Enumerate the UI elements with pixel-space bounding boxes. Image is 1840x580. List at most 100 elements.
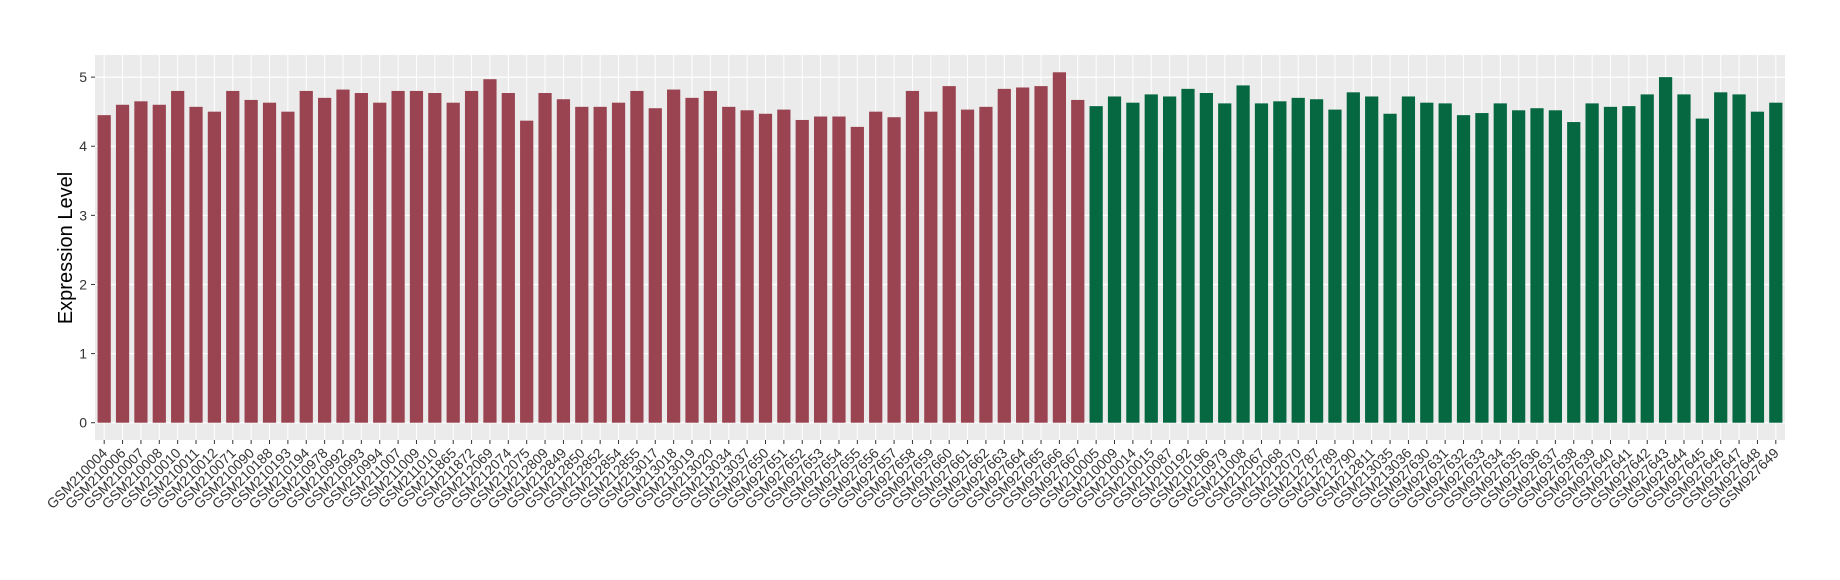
- bar: [354, 93, 368, 423]
- bar: [1493, 103, 1507, 423]
- bar: [1585, 103, 1599, 423]
- bar: [373, 102, 387, 423]
- bar: [1052, 72, 1067, 423]
- bar: [832, 116, 846, 423]
- bar: [1273, 101, 1287, 423]
- bar: [1677, 94, 1691, 423]
- bar: [189, 106, 203, 423]
- bar: [869, 111, 883, 423]
- bar: [1438, 103, 1452, 423]
- bar: [795, 119, 809, 423]
- bar: [1383, 113, 1397, 423]
- bar: [520, 120, 534, 423]
- y-tick-label: 3: [79, 207, 87, 223]
- bar: [575, 106, 589, 423]
- bar: [1254, 103, 1269, 423]
- bar: [942, 86, 956, 423]
- bar: [887, 117, 901, 423]
- bar: [1328, 109, 1342, 423]
- y-tick-label: 2: [79, 276, 87, 292]
- bar: [648, 108, 662, 423]
- bar: [391, 90, 405, 423]
- bar: [1658, 77, 1673, 423]
- bar: [538, 93, 552, 423]
- bar: [226, 90, 240, 423]
- bar: [1181, 88, 1195, 423]
- bar: [1365, 96, 1379, 423]
- bar: [483, 79, 497, 423]
- bar: [152, 104, 166, 423]
- bar: [1126, 102, 1140, 423]
- bar: [1622, 106, 1636, 423]
- bar: [1346, 92, 1360, 423]
- bar: [1640, 94, 1654, 423]
- y-tick-label: 4: [79, 138, 87, 154]
- bar: [1750, 111, 1765, 423]
- bar: [1071, 99, 1085, 423]
- bar: [171, 90, 185, 423]
- bar: [318, 97, 332, 423]
- bar: [1107, 96, 1122, 423]
- bar: [1144, 94, 1158, 423]
- bar: [1567, 122, 1581, 423]
- bar: [630, 90, 644, 423]
- bar: [1163, 96, 1177, 423]
- bar: [1714, 92, 1728, 423]
- bar: [1199, 93, 1213, 423]
- bar: [905, 90, 920, 423]
- bar: [281, 111, 295, 423]
- bar: [336, 89, 350, 423]
- bar: [1695, 118, 1709, 423]
- bar: [134, 101, 148, 423]
- bar: [593, 106, 607, 423]
- bar: [556, 99, 571, 423]
- bar: [1732, 94, 1746, 423]
- bar: [464, 90, 479, 423]
- bar: [1456, 115, 1471, 423]
- bar: [611, 102, 626, 423]
- bar: [758, 113, 773, 423]
- bar: [1236, 85, 1250, 423]
- bar: [1291, 97, 1305, 423]
- y-tick-label: 1: [79, 346, 87, 362]
- bar: [1603, 106, 1618, 423]
- bar: [997, 88, 1011, 423]
- y-tick-label: 5: [79, 69, 87, 85]
- bar: [703, 90, 717, 423]
- bar: [262, 102, 277, 423]
- bar: [685, 97, 699, 423]
- bar: [924, 111, 938, 423]
- bar: [1218, 103, 1232, 423]
- bar: [1309, 99, 1324, 423]
- bar: [740, 110, 754, 423]
- bar: [667, 89, 681, 423]
- bar: [244, 99, 258, 423]
- bar: [97, 115, 111, 423]
- bar: [960, 109, 975, 423]
- bar: [850, 126, 864, 423]
- y-axis-title: Expression Level: [55, 172, 77, 324]
- bar: [1016, 87, 1030, 423]
- bar: [722, 106, 736, 423]
- bar: [1401, 96, 1416, 423]
- bar: [501, 93, 515, 423]
- bar: [428, 93, 442, 423]
- bar: [115, 104, 130, 423]
- bar: [446, 102, 460, 423]
- bar: [979, 106, 993, 423]
- bar: [1089, 106, 1103, 423]
- bar: [207, 111, 222, 423]
- bar: [1475, 113, 1489, 423]
- y-tick-label: 0: [79, 415, 87, 431]
- bar: [409, 90, 424, 423]
- bar: [1420, 102, 1434, 423]
- bar: [813, 116, 828, 423]
- bar: [1548, 110, 1562, 423]
- bar: [777, 109, 791, 423]
- bar: [1034, 86, 1048, 423]
- bar: [299, 90, 313, 423]
- bar: [1769, 102, 1783, 423]
- bar: [1512, 110, 1526, 423]
- bar: [1530, 108, 1544, 423]
